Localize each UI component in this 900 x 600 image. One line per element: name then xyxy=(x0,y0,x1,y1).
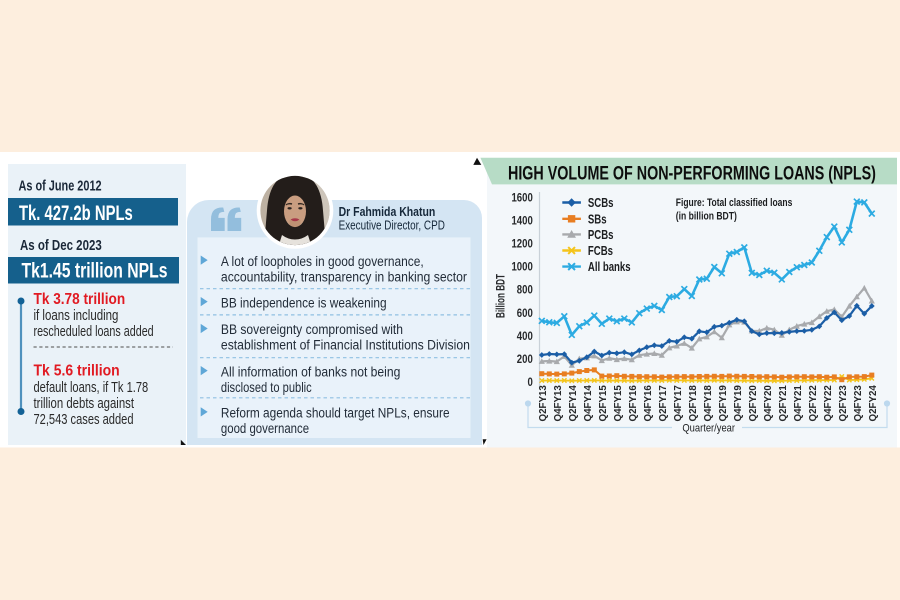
svg-text:Q2FY23: Q2FY23 xyxy=(838,385,849,422)
svg-text:Q4FY15: Q4FY15 xyxy=(613,385,624,422)
svg-text:Q2FY22: Q2FY22 xyxy=(808,385,819,422)
svg-text:Tk 5.6 trillion: Tk 5.6 trillion xyxy=(34,362,120,380)
svg-text:Q4FY14: Q4FY14 xyxy=(583,385,594,422)
svg-text:Tk1.45 trillion NPLs: Tk1.45 trillion NPLs xyxy=(22,258,168,282)
svg-text:As of Dec 2023: As of Dec 2023 xyxy=(20,237,102,254)
svg-text:FCBs: FCBs xyxy=(588,245,613,259)
svg-text:SCBs: SCBs xyxy=(588,197,614,211)
svg-text:Q2FY21: Q2FY21 xyxy=(778,385,789,422)
svg-text:0: 0 xyxy=(527,376,532,389)
svg-text:PCBs: PCBs xyxy=(588,229,614,243)
svg-text:BB sovereignty compromised wit: BB sovereignty compromised with xyxy=(221,321,403,337)
svg-text:72,543 cases added: 72,543 cases added xyxy=(34,410,134,427)
svg-text:1200: 1200 xyxy=(511,238,532,251)
svg-text:SBs: SBs xyxy=(588,213,607,227)
svg-text:Q2FY16: Q2FY16 xyxy=(628,385,639,422)
svg-text:Q4FY21: Q4FY21 xyxy=(793,385,804,422)
svg-text:Q2FY24: Q2FY24 xyxy=(868,385,879,422)
svg-text:Q4FY22: Q4FY22 xyxy=(823,385,834,422)
svg-text:Reform agenda should target NP: Reform agenda should target NPLs, ensure xyxy=(221,405,450,421)
svg-text:Q2FY20: Q2FY20 xyxy=(748,385,759,422)
svg-text:Tk. 427.2b NPLs: Tk. 427.2b NPLs xyxy=(19,200,133,224)
svg-text:default loans, if Tk 1.78: default loans, if Tk 1.78 xyxy=(34,378,149,395)
svg-text:Billion BDT: Billion BDT xyxy=(495,274,508,318)
svg-text:(in billion BDT): (in billion BDT) xyxy=(676,211,737,223)
svg-text:Q4FY19: Q4FY19 xyxy=(733,385,744,422)
svg-text:400: 400 xyxy=(517,330,533,343)
svg-text:Q2FY18: Q2FY18 xyxy=(688,385,699,422)
svg-text:1600: 1600 xyxy=(511,191,532,204)
svg-text:200: 200 xyxy=(517,353,533,366)
svg-text:disclosed to public: disclosed to public xyxy=(221,380,312,395)
svg-text:if loans including: if loans including xyxy=(34,307,119,324)
svg-text:Q2FY14: Q2FY14 xyxy=(568,385,579,422)
svg-text:Q2FY15: Q2FY15 xyxy=(598,385,609,422)
svg-text:As of June 2012: As of June 2012 xyxy=(19,177,102,194)
svg-text:Q2FY13: Q2FY13 xyxy=(538,385,549,422)
svg-text:Quarter/year: Quarter/year xyxy=(682,423,735,435)
svg-text:Q4FY16: Q4FY16 xyxy=(643,385,654,422)
svg-text:Q4FY17: Q4FY17 xyxy=(673,385,684,422)
svg-text:Figure: Total classified loans: Figure: Total classified loans xyxy=(676,197,793,209)
svg-text:Dr Fahmida Khatun: Dr Fahmida Khatun xyxy=(339,204,436,219)
svg-text:good governance: good governance xyxy=(221,420,309,436)
svg-text:A lot of loopholes in good gov: A lot of loopholes in good governance, xyxy=(221,253,424,269)
svg-text:1400: 1400 xyxy=(511,214,532,227)
svg-text:Q2FY19: Q2FY19 xyxy=(718,385,729,422)
svg-text:Q4FY20: Q4FY20 xyxy=(763,385,774,422)
svg-text:HIGH VOLUME OF NON-PERFORMING: HIGH VOLUME OF NON-PERFORMING LOANS (NPL… xyxy=(508,162,876,184)
svg-text:800: 800 xyxy=(517,284,533,297)
svg-text:Executive Director, CPD: Executive Director, CPD xyxy=(339,219,445,232)
svg-text:Tk 3.78 trillion: Tk 3.78 trillion xyxy=(34,291,126,308)
svg-text:1000: 1000 xyxy=(511,261,532,274)
svg-text:BB independence is weakening: BB independence is weakening xyxy=(221,294,387,310)
svg-text:accountability, transparency i: accountability, transparency in banking … xyxy=(221,269,468,285)
svg-text:Q4FY18: Q4FY18 xyxy=(703,385,714,422)
svg-text:Q4FY13: Q4FY13 xyxy=(553,385,564,422)
svg-text:600: 600 xyxy=(517,307,533,320)
svg-text:Q2FY17: Q2FY17 xyxy=(658,385,669,422)
svg-text:All banks: All banks xyxy=(588,261,631,275)
svg-text:trillion debts against: trillion debts against xyxy=(34,394,135,411)
svg-text:rescheduled loans added: rescheduled loans added xyxy=(34,322,154,339)
svg-text:Q4FY23: Q4FY23 xyxy=(853,385,864,422)
svg-text:All information of banks not b: All information of banks not being xyxy=(221,363,400,379)
svg-text:establishment of Financial Ins: establishment of Financial Institutions … xyxy=(221,337,470,353)
